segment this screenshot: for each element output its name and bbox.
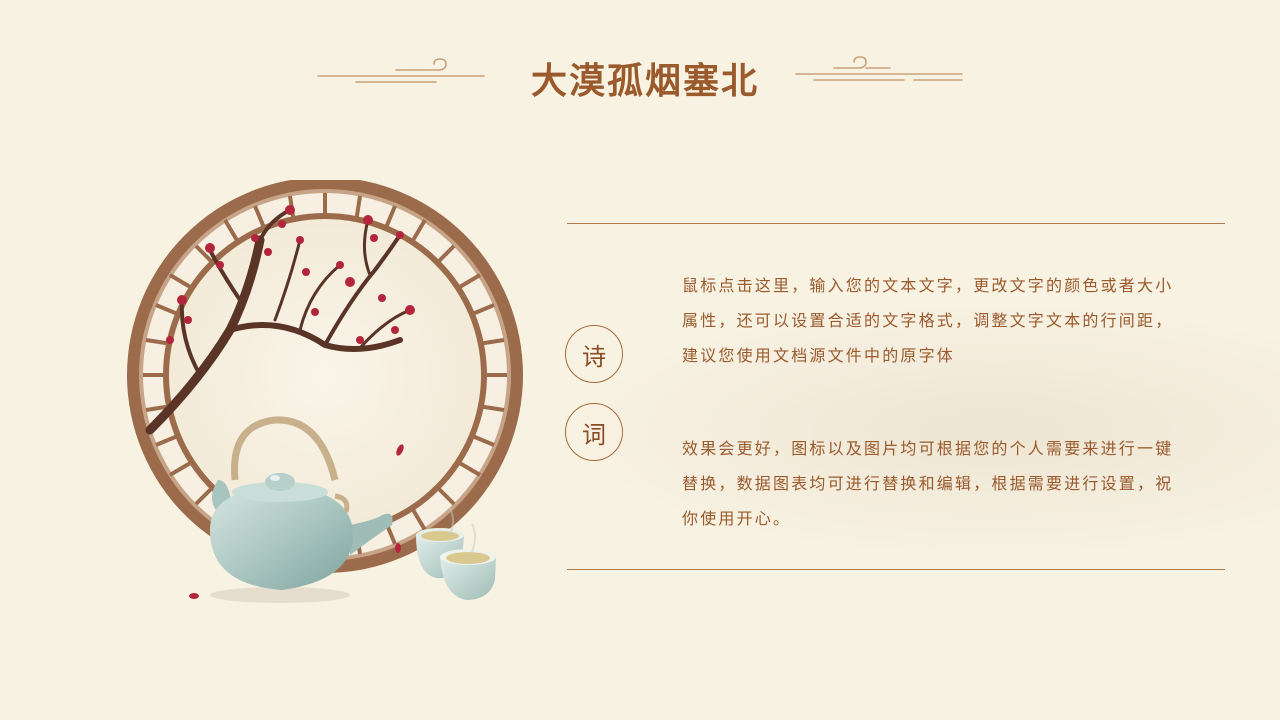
left-cloud-ornament — [317, 58, 485, 83]
body-paragraph-1: 鼠标点击这里，输入您的文本文字，更改文字的颜色或者大小属性，还可以设置合适的文字… — [682, 276, 1174, 365]
title-bar: 大漠孤烟塞北 — [0, 48, 1280, 108]
poem-badge-label: 诗 — [582, 342, 606, 371]
bottom-divider-line — [567, 569, 1225, 570]
ci-badge: 词 — [565, 403, 623, 461]
plum-blossoms — [166, 205, 415, 599]
celadon-teapot — [210, 416, 393, 603]
teapot-window-illustration — [127, 180, 523, 603]
background-mist — [560, 300, 1280, 560]
ci-badge-label: 词 — [582, 420, 606, 449]
plum-branch — [145, 208, 412, 435]
page-title: 大漠孤烟塞北 — [530, 60, 759, 102]
top-divider-line — [567, 223, 1225, 224]
tea-cups — [416, 507, 496, 600]
poem-badge: 诗 — [565, 325, 623, 383]
right-cloud-ornament — [795, 56, 963, 81]
body-paragraph-2: 效果会更好，图标以及图片均可根据您的个人需要来进行一键替换，数据图表均可进行替换… — [682, 439, 1174, 528]
